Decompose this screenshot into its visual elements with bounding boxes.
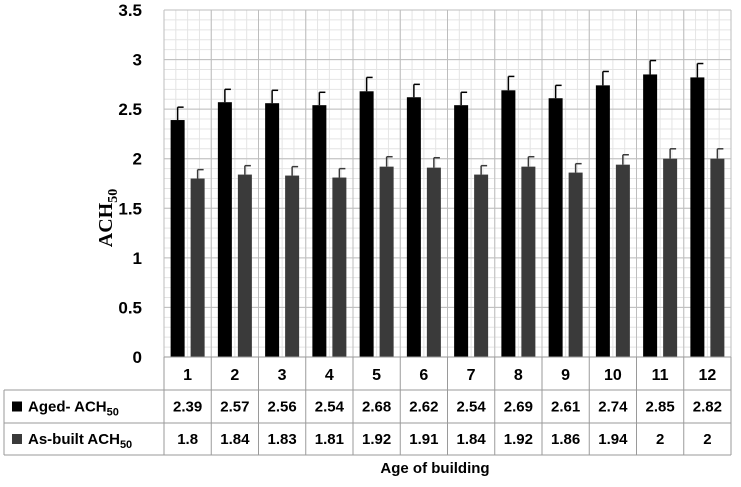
data-label: 2.85 bbox=[646, 399, 675, 416]
data-label: 2.69 bbox=[504, 399, 533, 416]
data-label: 2.54 bbox=[457, 399, 487, 416]
bar bbox=[217, 102, 232, 358]
y-tick-label: 2.5 bbox=[118, 100, 142, 119]
legend-label: As-built ACH50 bbox=[28, 431, 132, 451]
x-tick-label: 2 bbox=[230, 367, 239, 384]
y-tick-label: 0.5 bbox=[118, 298, 142, 317]
data-label: 1.8 bbox=[177, 431, 198, 448]
y-tick-label: 1 bbox=[133, 249, 142, 268]
data-label: 2.62 bbox=[409, 399, 438, 416]
x-tick-label: 5 bbox=[372, 367, 381, 384]
bar bbox=[643, 74, 658, 357]
x-axis-label: Age of building bbox=[380, 460, 489, 477]
x-tick-label: 4 bbox=[325, 367, 334, 384]
data-label: 1.94 bbox=[598, 431, 628, 448]
bar bbox=[379, 166, 394, 357]
legend-label: Aged- ACH50 bbox=[28, 399, 119, 419]
y-tick-label: 3.5 bbox=[118, 1, 142, 20]
bar bbox=[595, 85, 610, 357]
data-label: 1.92 bbox=[504, 431, 533, 448]
x-tick-label: 11 bbox=[652, 367, 669, 384]
bar bbox=[663, 158, 678, 357]
data-label: 2.57 bbox=[220, 399, 249, 416]
grid bbox=[163, 9, 732, 358]
x-tick-label: 8 bbox=[514, 367, 523, 384]
data-label: 2.39 bbox=[173, 399, 202, 416]
bar bbox=[548, 98, 563, 357]
y-tick-label: 1.5 bbox=[118, 199, 142, 218]
data-label: 1.92 bbox=[362, 431, 391, 448]
data-label: 2.74 bbox=[598, 399, 628, 416]
y-tick-label: 2 bbox=[133, 150, 142, 169]
x-tick-label: 3 bbox=[278, 367, 287, 384]
data-label: 2.68 bbox=[362, 399, 391, 416]
data-label: 1.86 bbox=[551, 431, 580, 448]
bar bbox=[190, 178, 205, 357]
data-label: 2.56 bbox=[268, 399, 297, 416]
data-label: 2.82 bbox=[693, 399, 722, 416]
data-label: 1.81 bbox=[315, 431, 344, 448]
x-tick-label: 1 bbox=[183, 367, 192, 384]
bar bbox=[426, 167, 441, 357]
bar bbox=[332, 177, 347, 357]
data-label: 1.91 bbox=[409, 431, 438, 448]
data-label: 1.83 bbox=[268, 431, 297, 448]
x-tick-label: 10 bbox=[604, 367, 622, 384]
y-axis: 0 0.5 1 1.5 2 2.5 3 3.5 bbox=[118, 1, 142, 367]
data-label: 1.84 bbox=[220, 431, 250, 448]
y-tick-label: 3 bbox=[133, 51, 142, 70]
bar bbox=[568, 172, 583, 357]
bar bbox=[474, 174, 489, 357]
bar bbox=[521, 166, 536, 357]
legend-swatch bbox=[12, 401, 22, 412]
bar bbox=[690, 77, 705, 357]
bar bbox=[359, 91, 374, 357]
bar bbox=[406, 97, 421, 357]
data-label: 2.61 bbox=[551, 399, 580, 416]
x-tick-label: 12 bbox=[698, 367, 716, 384]
bar bbox=[710, 158, 725, 357]
bars bbox=[170, 59, 725, 358]
bar bbox=[237, 174, 252, 357]
bar bbox=[501, 90, 516, 357]
bar bbox=[615, 164, 630, 357]
x-tick-label: 9 bbox=[561, 367, 570, 384]
data-label: 2.54 bbox=[315, 399, 345, 416]
y-tick-label: 0 bbox=[133, 348, 142, 367]
y-axis-label: ACH50 bbox=[95, 189, 121, 247]
data-label: 2 bbox=[656, 431, 664, 448]
bar bbox=[265, 103, 280, 358]
data-label: 2 bbox=[703, 431, 711, 448]
bar bbox=[285, 175, 300, 357]
bar bbox=[454, 105, 469, 357]
x-tick-label: 6 bbox=[419, 367, 428, 384]
legend-swatch bbox=[12, 434, 22, 444]
x-tick-label: 7 bbox=[467, 367, 476, 384]
data-label: 1.84 bbox=[457, 431, 487, 448]
bar bbox=[312, 105, 327, 357]
bar bbox=[170, 120, 185, 357]
